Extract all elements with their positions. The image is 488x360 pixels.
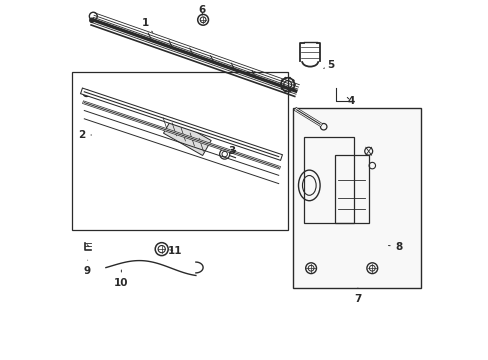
Text: 8: 8: [387, 242, 402, 252]
Text: 5: 5: [323, 60, 334, 70]
Ellipse shape: [279, 84, 282, 86]
Ellipse shape: [89, 18, 94, 22]
Text: 9: 9: [83, 260, 90, 276]
Ellipse shape: [293, 84, 295, 86]
Ellipse shape: [291, 87, 294, 90]
Bar: [303, 137, 354, 223]
Ellipse shape: [281, 80, 283, 82]
Bar: [292, 108, 420, 288]
Text: 7: 7: [353, 288, 361, 304]
Text: 2: 2: [78, 130, 91, 140]
Ellipse shape: [291, 80, 294, 82]
Ellipse shape: [281, 87, 283, 90]
Bar: [72, 72, 287, 230]
Text: 1: 1: [142, 18, 152, 32]
Text: 4: 4: [346, 96, 354, 106]
Text: 6: 6: [198, 5, 205, 15]
Ellipse shape: [288, 90, 290, 92]
Ellipse shape: [284, 77, 286, 79]
Bar: [163, 118, 211, 156]
Ellipse shape: [284, 90, 286, 92]
Text: 3: 3: [224, 146, 235, 156]
Text: 10: 10: [114, 270, 128, 288]
Bar: [334, 155, 368, 223]
Ellipse shape: [288, 77, 290, 79]
Text: 11: 11: [168, 246, 182, 256]
